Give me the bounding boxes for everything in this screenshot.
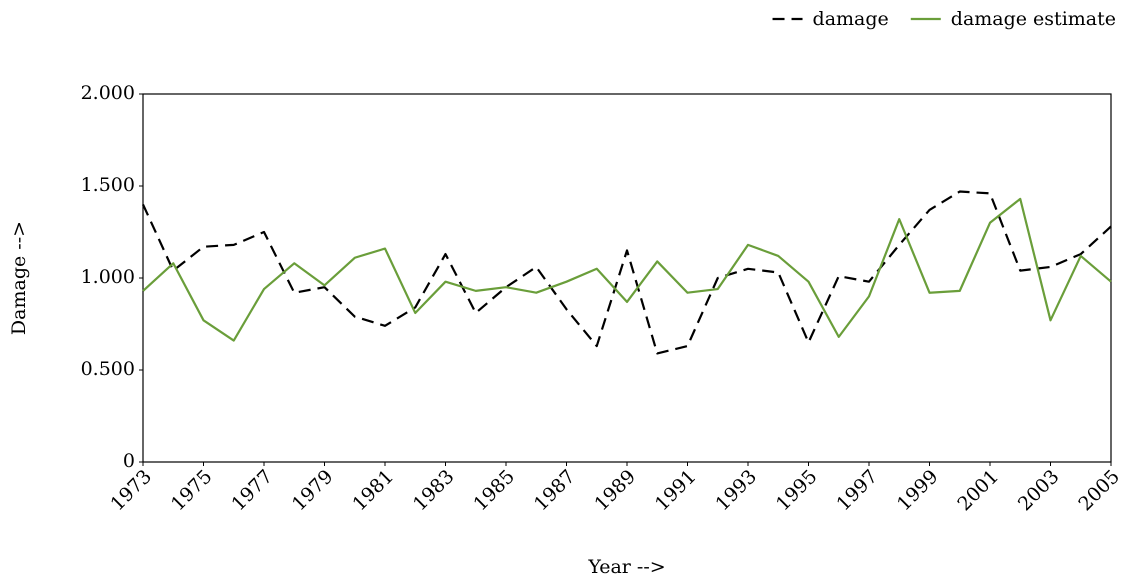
x-tick-label: 1981	[348, 466, 398, 516]
x-tick-label: 1975	[167, 466, 217, 516]
legend-label: damage estimate	[951, 8, 1116, 30]
x-tick-label: 1979	[288, 466, 338, 516]
x-tick-label: 1977	[227, 466, 277, 516]
x-tick-label: 1989	[590, 466, 640, 516]
x-tick-label: 1987	[530, 466, 580, 516]
y-tick-label: 1.000	[81, 266, 135, 288]
x-tick-label: 2001	[953, 466, 1003, 516]
legend: damage estimate damage	[772, 8, 1116, 30]
x-axis-label: Year -->	[587, 556, 665, 578]
x-tick-label: 1983	[409, 466, 459, 516]
x-tick-label: 2005	[1074, 466, 1124, 516]
x-tick-label: 1973	[106, 466, 156, 516]
y-tick-label: 0	[123, 450, 135, 472]
x-tick-label: 1993	[711, 466, 761, 516]
x-tick-label: 2003	[1014, 466, 1064, 516]
y-axis-label: Damage -->	[8, 221, 30, 335]
legend-label: damage	[813, 8, 889, 30]
x-tick-label: 1995	[772, 466, 822, 516]
y-tick-label: 2.000	[81, 82, 135, 104]
y-tick-label: 0.500	[81, 358, 135, 380]
x-tick-label: 1997	[832, 466, 882, 516]
x-tick-label: 1999	[893, 466, 943, 516]
series-line	[142, 197, 1112, 342]
x-tick-label: 1991	[651, 466, 701, 516]
x-tick-label: 1985	[469, 466, 519, 516]
y-tick-label: 1.500	[81, 174, 135, 196]
series-line	[141, 190, 1112, 355]
